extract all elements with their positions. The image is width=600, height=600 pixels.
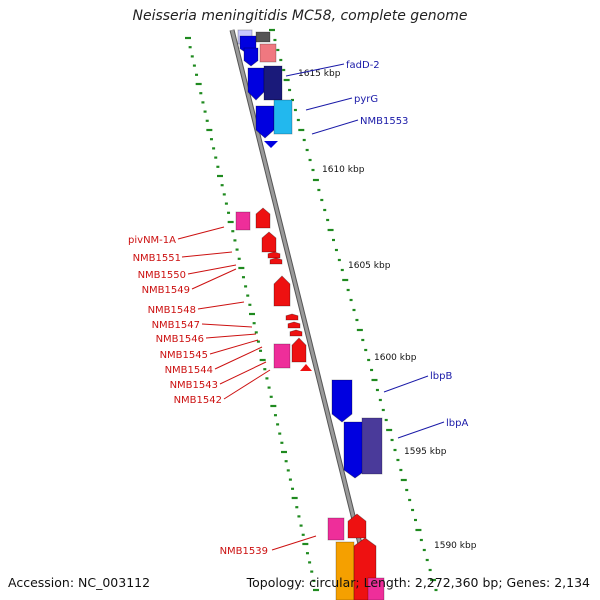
reverse-gene-pink <box>367 577 385 600</box>
scale-label: 1590 kbp <box>434 541 477 551</box>
reverse-gene-label: NMB1548 <box>148 305 196 316</box>
reverse-gene-label: NMB1543 <box>170 380 218 391</box>
forward-gene-dark-blue <box>361 417 383 475</box>
reverse-gene <box>287 321 301 329</box>
reverse-label-leader <box>271 535 317 551</box>
reverse-label-leader <box>177 226 225 240</box>
reverse-gene <box>289 329 303 337</box>
forward-gene-label: pyrG <box>354 94 378 105</box>
forward-gene-light-blue <box>273 99 293 135</box>
forward-gene-grey <box>255 31 271 43</box>
reverse-gene-pink <box>273 343 291 369</box>
forward-label-leader <box>305 97 353 111</box>
reverse-label-leader <box>187 264 237 275</box>
reverse-label-leader <box>205 333 257 339</box>
forward-gene-salmon <box>259 43 277 63</box>
reverse-label-leader <box>197 301 245 310</box>
forward-label-leader <box>383 375 429 393</box>
reverse-gene-label: NMB1542 <box>174 395 222 406</box>
reverse-label-leader <box>219 361 267 385</box>
reverse-gene-label: NMB1550 <box>138 270 186 281</box>
reverse-gene-pink <box>327 517 345 541</box>
forward-gene-lbpB <box>331 379 353 423</box>
reverse-gene <box>291 337 307 363</box>
reverse-gene-label: NMB1551 <box>133 253 181 264</box>
reverse-gene <box>273 275 291 307</box>
forward-gene-small <box>264 141 278 148</box>
reverse-label-leader <box>214 346 263 370</box>
forward-gene-dark <box>263 65 283 101</box>
reverse-gene-label: NMB1547 <box>152 320 200 331</box>
scale-label: 1610 kbp <box>322 165 365 175</box>
reverse-gene-label: pivNM-1A <box>128 235 176 246</box>
reverse-gene <box>347 513 367 539</box>
reverse-gene <box>285 313 299 321</box>
forward-gene-label: lbpA <box>446 418 468 429</box>
scale-label: 1615 kbp <box>298 69 341 79</box>
reverse-label-leader <box>191 268 237 290</box>
reverse-gene-label: NMB1539 <box>220 546 268 557</box>
backbone-line <box>230 29 376 600</box>
forward-gene-label: NMB1553 <box>360 116 408 127</box>
reverse-label-leader <box>201 323 253 328</box>
forward-gene <box>255 105 275 139</box>
map-title: Neisseria meningitidis MC58, complete ge… <box>132 8 468 24</box>
scale-label: 1600 kbp <box>374 353 417 363</box>
reverse-gene-label: NMB1549 <box>142 285 190 296</box>
reverse-label-leader <box>209 339 259 355</box>
forward-label-leader <box>397 421 445 439</box>
forward-label-leader <box>311 119 359 135</box>
forward-gene-label: lbpB <box>430 371 452 382</box>
topology-label: Topology: circular; Length: 2,272,360 bp… <box>246 575 590 590</box>
reverse-label-leader <box>223 369 271 400</box>
reverse-gene-small <box>300 364 312 371</box>
reverse-gene <box>269 257 283 265</box>
reverse-gene-orange <box>335 541 355 600</box>
reverse-gene-pink <box>235 211 251 231</box>
reverse-label-leader <box>181 251 233 258</box>
forward-gene <box>243 47 259 67</box>
forward-gene <box>247 67 265 101</box>
reverse-gene-label: NMB1546 <box>156 334 204 345</box>
scale-label: 1605 kbp <box>348 261 391 271</box>
accession-label: Accession: NC_003112 <box>8 575 151 590</box>
scale-label: 1595 kbp <box>404 447 447 457</box>
reverse-gene <box>267 251 281 259</box>
forward-label-leader <box>285 63 345 77</box>
reverse-gene-label: NMB1545 <box>160 350 208 361</box>
forward-gene-label: fadD-2 <box>346 60 380 71</box>
reverse-gene-label: NMB1544 <box>165 365 213 376</box>
reverse-gene <box>261 231 277 253</box>
reverse-gene <box>255 207 271 229</box>
